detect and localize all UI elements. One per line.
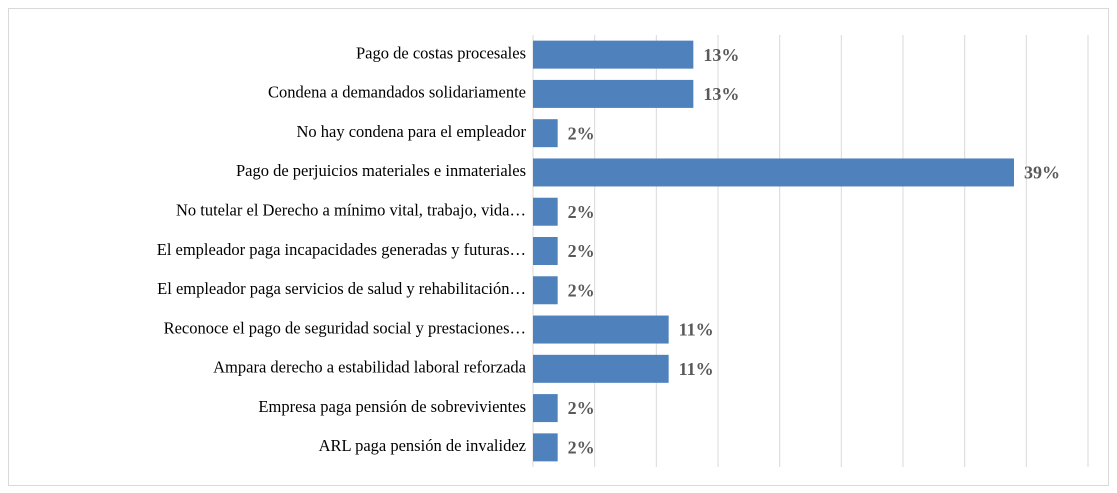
bar [533, 394, 558, 423]
bar [533, 276, 558, 305]
data-label: 13% [703, 84, 739, 104]
bar [533, 354, 669, 383]
data-label: 11% [679, 320, 714, 340]
data-label: 2% [568, 437, 595, 457]
category-label: Pago de costas procesales [356, 43, 526, 62]
data-label: 2% [568, 202, 595, 222]
data-label: 2% [568, 123, 595, 143]
data-label: 2% [568, 398, 595, 418]
category-label: No hay condena para el empleador [296, 122, 526, 141]
bar [533, 237, 558, 265]
bar [533, 79, 694, 108]
data-label: 11% [679, 359, 714, 379]
data-label: 2% [568, 241, 595, 261]
data-label: 13% [703, 45, 739, 65]
category-label: El empleador paga servicios de salud y r… [157, 279, 526, 298]
bar [533, 40, 694, 69]
category-label: Pago de perjuicios materiales e inmateri… [236, 161, 526, 180]
category-label: Condena a demandados solidariamente [268, 83, 526, 102]
category-label: No tutelar el Derecho a mínimo vital, tr… [176, 201, 526, 220]
bar [533, 158, 1014, 187]
category-label: Empresa paga pensión de sobrevivientes [258, 397, 526, 416]
category-label: Reconoce el pago de seguridad social y p… [164, 318, 526, 337]
bar [533, 433, 558, 462]
bar [533, 119, 558, 148]
bar [533, 315, 669, 344]
category-label: Ampara derecho a estabilidad laboral ref… [213, 358, 527, 377]
data-label: 39% [1024, 163, 1060, 183]
category-label: ARL paga pensión de invalidez [319, 436, 526, 455]
data-label: 2% [568, 280, 595, 300]
bar [533, 197, 558, 226]
category-label: El empleador paga incapacidades generada… [157, 240, 526, 259]
